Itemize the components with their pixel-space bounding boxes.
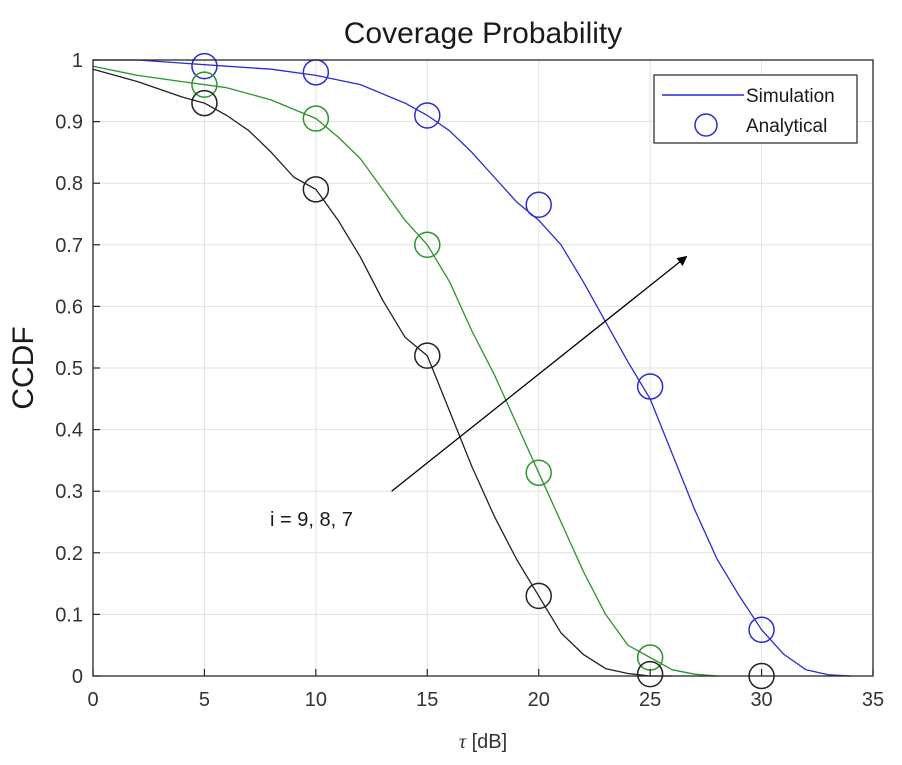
analytical-point-i7	[302, 176, 330, 203]
chart-title: Coverage Probability	[344, 17, 622, 50]
legend-label: Analytical	[746, 116, 827, 137]
analytical-point-i8	[525, 459, 552, 486]
analytical-point-i8	[414, 231, 441, 259]
x-tick-label: 10	[305, 689, 327, 711]
y-tick-label: 0	[72, 666, 83, 688]
annotation-arrow	[391, 255, 688, 492]
x-tick-label: 30	[750, 689, 772, 711]
analytical-point-i9	[525, 191, 552, 219]
y-tick-label: 0.6	[55, 296, 83, 318]
axis-ticks: 0 5 10 15 20 25 30 35 0 0.1 0.2 0.3 0.4 0.5 0.6 0.7 0.8 0…	[55, 50, 884, 711]
analytical-point-i9	[414, 102, 441, 129]
annotation: i = 9, 8, 7	[270, 255, 688, 531]
x-axis-label-symbol: τ	[459, 731, 467, 753]
analytical-point-i9	[636, 373, 664, 400]
analytical-point-i9	[191, 52, 218, 80]
y-tick-label: 0.1	[55, 604, 83, 626]
analytical-point-i8	[302, 105, 330, 132]
y-tick-label: 0.8	[55, 173, 83, 195]
simulation-line-i9	[93, 59, 851, 677]
legend-circle-swatch	[694, 113, 718, 137]
y-tick-label: 0.4	[55, 420, 83, 442]
y-tick-label: 0.5	[55, 358, 83, 380]
simulation-line-i7	[92, 68, 673, 677]
y-tick-label: 0.7	[55, 235, 83, 257]
analytical-point-i7	[636, 660, 664, 688]
y-tick-label: 0.2	[55, 543, 83, 565]
analytical-point-i7	[525, 582, 552, 610]
x-axis-label: τ [dB]	[459, 731, 507, 753]
analytical-point-i8	[191, 71, 218, 98]
x-tick-label: 5	[199, 689, 210, 711]
annotation-label: i = 9, 8, 7	[270, 509, 353, 531]
x-tick-label: 20	[528, 689, 550, 711]
y-tick-label: 1	[72, 50, 83, 72]
x-axis-label-unit: [dB]	[472, 731, 508, 753]
analytical-point-i7	[414, 342, 441, 369]
x-tick-label: 15	[416, 689, 438, 711]
legend-box	[653, 74, 858, 144]
y-tick-label: 0.3	[55, 481, 83, 503]
x-tick-label: 0	[87, 689, 98, 711]
analytical-point-i9	[748, 616, 775, 644]
y-tick-label: 0.9	[55, 112, 83, 134]
legend-label: Simulation	[746, 86, 835, 107]
analytical-point-i7	[191, 89, 218, 117]
y-axis-label: CCDF	[7, 326, 40, 409]
x-tick-label: 25	[639, 689, 661, 711]
x-tick-label: 35	[862, 689, 884, 711]
simulation-line-i8	[92, 65, 718, 677]
legend: Simulation Analytical	[653, 74, 858, 144]
